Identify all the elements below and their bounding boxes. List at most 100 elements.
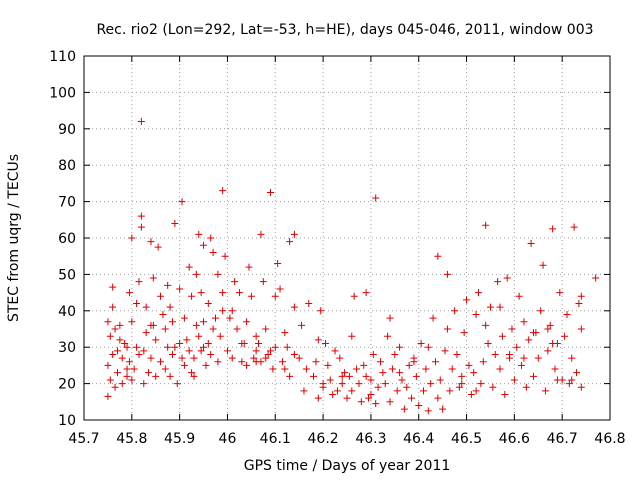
data-point: [570, 223, 578, 231]
data-point: [168, 350, 176, 358]
data-point: [140, 380, 148, 388]
data-point: [243, 361, 251, 369]
x-tick-label: 46.5: [451, 431, 482, 447]
data-point: [185, 347, 193, 355]
data-point: [111, 383, 119, 391]
y-tick-label: 90: [58, 122, 76, 138]
data-point: [331, 347, 339, 355]
data-point: [226, 314, 234, 322]
data-point: [302, 365, 310, 373]
data-point: [207, 234, 215, 242]
data-point: [479, 358, 487, 366]
data-point: [140, 347, 148, 355]
data-point: [180, 314, 188, 322]
data-point: [329, 391, 337, 399]
data-point: [164, 281, 172, 289]
data-point: [235, 289, 243, 297]
data-point: [190, 354, 198, 362]
data-point: [338, 380, 346, 388]
data-point: [219, 187, 227, 195]
data-point: [381, 380, 389, 388]
data-point: [350, 292, 358, 300]
data-point: [121, 340, 129, 348]
data-point: [113, 369, 121, 377]
data-point: [278, 358, 286, 366]
data-point: [113, 347, 121, 355]
data-point: [271, 292, 279, 300]
data-point: [441, 347, 449, 355]
data-point: [152, 372, 160, 380]
data-point: [312, 358, 320, 366]
data-point: [128, 376, 136, 384]
data-point: [527, 239, 535, 247]
data-point: [365, 394, 373, 402]
data-point: [274, 259, 282, 267]
data-point: [290, 350, 298, 358]
data-point: [575, 300, 583, 308]
plot-frame: [83, 55, 611, 421]
data-point: [443, 325, 451, 333]
data-point: [161, 365, 169, 373]
data-point: [326, 376, 334, 384]
y-tick-label: 60: [58, 231, 76, 247]
data-point: [197, 347, 205, 355]
data-point: [448, 365, 456, 373]
data-point: [451, 307, 459, 315]
data-point: [281, 329, 289, 337]
data-point: [506, 350, 514, 358]
data-point: [290, 230, 298, 238]
data-point: [104, 318, 112, 326]
data-point: [336, 354, 344, 362]
data-point: [529, 372, 537, 380]
data-point: [252, 332, 260, 340]
data-point: [565, 380, 573, 388]
data-point: [125, 358, 133, 366]
data-point: [427, 380, 435, 388]
data-point: [379, 369, 387, 377]
data-point: [173, 380, 181, 388]
data-point: [116, 336, 124, 344]
data-point: [209, 325, 217, 333]
data-point: [188, 369, 196, 377]
y-tick-label: 30: [58, 340, 76, 356]
data-point: [252, 347, 260, 355]
data-point: [106, 332, 114, 340]
x-tick-label: 46: [219, 431, 237, 447]
data-point: [319, 380, 327, 388]
data-point: [233, 325, 241, 333]
data-point: [561, 332, 569, 340]
data-point: [266, 189, 274, 196]
data-point: [128, 234, 136, 242]
y-axis-label: STEC from uqrg / TECUs: [6, 154, 22, 322]
data-point: [310, 372, 318, 380]
data-point: [257, 230, 265, 238]
data-point: [152, 336, 160, 344]
data-point: [491, 350, 499, 358]
data-point: [518, 361, 526, 369]
data-point: [195, 332, 203, 340]
data-point: [455, 383, 463, 391]
data-point: [470, 369, 478, 377]
data-point: [386, 398, 394, 406]
data-point: [577, 325, 585, 333]
data-point: [176, 340, 184, 348]
data-point: [405, 361, 413, 369]
data-point: [109, 350, 117, 358]
data-point: [221, 252, 229, 260]
data-point: [360, 361, 368, 369]
data-point: [568, 376, 576, 384]
data-point: [157, 358, 165, 366]
data-point: [276, 285, 284, 293]
data-point: [424, 343, 432, 351]
data-point: [420, 387, 428, 395]
data-point: [243, 318, 251, 326]
data-point: [118, 354, 126, 362]
data-point: [209, 249, 217, 257]
data-point: [135, 278, 143, 286]
data-point: [228, 307, 236, 315]
data-point: [482, 221, 490, 229]
data-point: [214, 358, 222, 366]
data-point: [305, 300, 313, 308]
data-point: [508, 325, 516, 333]
